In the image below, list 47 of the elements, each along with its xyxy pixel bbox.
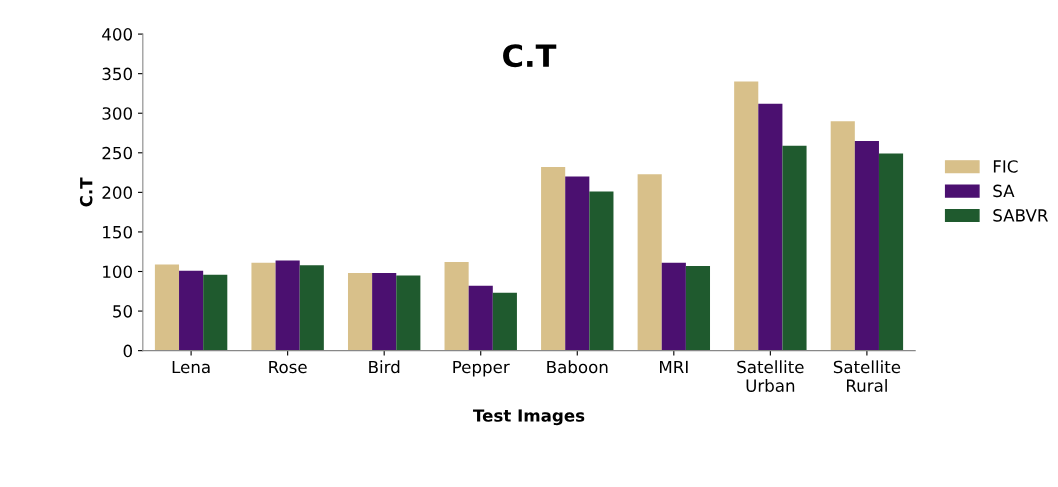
y-axis-title: C.T — [79, 177, 93, 207]
y-tick-label: 400 — [102, 28, 132, 41]
bar — [299, 265, 324, 351]
x-axis-title: Test Images — [473, 409, 585, 426]
bar — [444, 262, 469, 351]
bar — [830, 121, 855, 351]
bar — [179, 270, 204, 351]
legend-label: FIC — [993, 160, 1018, 173]
bar — [275, 260, 300, 351]
x-tick-label: Satellite Rural — [833, 360, 901, 392]
bar — [758, 103, 783, 351]
y-tick-label: 300 — [102, 107, 132, 120]
legend-label: SABVR — [993, 209, 1048, 222]
y-tick-label: 100 — [103, 265, 132, 279]
y-tick-label: 50 — [113, 305, 132, 318]
bar — [782, 145, 807, 351]
bar — [661, 262, 686, 351]
y-tick-label: 150 — [103, 225, 132, 239]
bar — [372, 273, 397, 351]
x-tick-label: Rose — [269, 360, 307, 374]
bar — [734, 81, 759, 351]
y-tick-label: 200 — [102, 186, 132, 199]
bar — [589, 191, 614, 351]
bar — [565, 176, 590, 351]
x-tick-label: Lena — [172, 360, 210, 374]
bar — [203, 274, 228, 351]
bar — [468, 285, 493, 351]
legend-label: SA — [993, 184, 1015, 198]
y-tick-label: 350 — [102, 67, 132, 81]
bar — [541, 167, 566, 351]
bar — [347, 273, 373, 351]
x-tick-label: Pepper — [453, 360, 510, 377]
bar — [396, 275, 421, 351]
bar — [878, 153, 904, 351]
chart-title: C.T — [503, 44, 557, 68]
bar — [854, 140, 879, 351]
x-tick-label: Satellite Urban — [737, 360, 804, 392]
bar — [637, 174, 662, 351]
bar — [492, 292, 517, 351]
y-tick-label: 0 — [123, 344, 132, 358]
bar — [685, 265, 711, 351]
bar — [154, 264, 180, 351]
x-tick-label: MRI — [660, 360, 688, 374]
x-tick-label: Baboon — [547, 360, 608, 374]
x-tick-label: Bird — [369, 360, 400, 374]
y-tick-label: 250 — [102, 146, 132, 160]
bar — [251, 262, 276, 351]
